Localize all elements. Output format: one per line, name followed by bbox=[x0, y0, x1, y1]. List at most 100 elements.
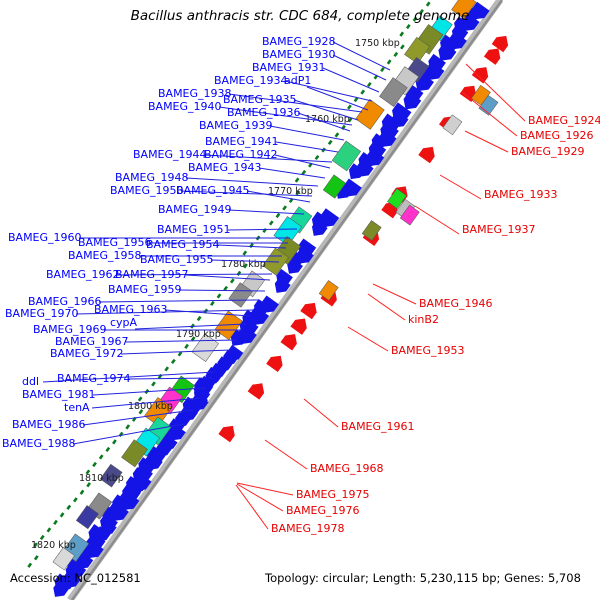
gene-block[interactable] bbox=[75, 505, 99, 530]
gene-product-blocks[interactable] bbox=[52, 0, 499, 571]
gene-label-adp1[interactable]: adP1 bbox=[284, 74, 311, 87]
gene-label-bameg_1941[interactable]: BAMEG_1941 bbox=[205, 135, 279, 148]
gene-block[interactable] bbox=[318, 280, 339, 301]
gene-arrow-reverse[interactable] bbox=[418, 143, 438, 164]
gene-block[interactable] bbox=[478, 94, 499, 116]
gene-label-ddl[interactable]: ddl bbox=[22, 375, 39, 388]
gene-label-bameg_1967[interactable]: BAMEG_1967 bbox=[55, 335, 129, 348]
gene-label-bameg_1974[interactable]: BAMEG_1974 bbox=[57, 372, 131, 385]
gene-label-bameg_1929[interactable]: BAMEG_1929 bbox=[511, 145, 585, 158]
gene-label-bameg_1957[interactable]: BAMEG_1957 bbox=[115, 268, 189, 281]
gene-label-kinb2[interactable]: kinB2 bbox=[408, 313, 439, 326]
gc-tick bbox=[347, 117, 353, 123]
gene-label-tena[interactable]: tenA bbox=[64, 401, 90, 414]
gene-label-bameg_1962[interactable]: BAMEG_1962 bbox=[46, 268, 120, 281]
gene-label-bameg_1939[interactable]: BAMEG_1939 bbox=[199, 119, 273, 132]
gene-label-bameg_1926[interactable]: BAMEG_1926 bbox=[520, 129, 594, 142]
gene-label-bameg_1978[interactable]: BAMEG_1978 bbox=[271, 522, 345, 535]
gene-label-bameg_1955[interactable]: BAMEG_1955 bbox=[140, 253, 214, 266]
gene-label-bameg_1976[interactable]: BAMEG_1976 bbox=[286, 504, 360, 517]
gene-label-bameg_1943[interactable]: BAMEG_1943 bbox=[188, 161, 262, 174]
gene-arrow-forward[interactable] bbox=[283, 258, 303, 278]
gene-label-bameg_1963[interactable]: BAMEG_1963 bbox=[94, 303, 168, 316]
gene-block[interactable] bbox=[404, 36, 431, 65]
gene-label-bameg_1945[interactable]: BAMEG_1945 bbox=[176, 184, 250, 197]
forward-gene-labels[interactable]: BAMEG_1928BAMEG_1930BAMEG_1931BAMEG_1934… bbox=[2, 35, 336, 450]
genome-axis[interactable] bbox=[67, 0, 504, 600]
gene-label-bameg_1946[interactable]: BAMEG_1946 bbox=[419, 297, 493, 310]
gene-arrow-forward[interactable] bbox=[434, 42, 457, 66]
gene-arrow-reverse[interactable] bbox=[266, 352, 286, 373]
gene-label-bameg_1938[interactable]: BAMEG_1938 bbox=[158, 87, 232, 100]
gene-label-bameg_1960[interactable]: BAMEG_1960 bbox=[8, 231, 82, 244]
gene-block[interactable] bbox=[399, 204, 420, 226]
gene-label-bameg_1968[interactable]: BAMEG_1968 bbox=[310, 462, 384, 475]
label-leader-forward-37 bbox=[91, 397, 201, 409]
gene-block[interactable] bbox=[322, 174, 346, 199]
gene-label-bameg_1966[interactable]: BAMEG_1966 bbox=[28, 295, 102, 308]
gene-block[interactable] bbox=[361, 220, 382, 241]
gene-arrow-reverse[interactable] bbox=[290, 314, 310, 335]
gene-label-bameg_1951[interactable]: BAMEG_1951 bbox=[157, 223, 231, 236]
gene-label-bameg_1936[interactable]: BAMEG_1936 bbox=[227, 106, 301, 119]
reverse-gene-labels[interactable]: BAMEG_1924 BAMEG_1926 BAMEG_1929 BAMEG_1933… bbox=[271, 114, 600, 535]
gene-arrow-forward[interactable] bbox=[308, 220, 328, 240]
gene-label-cypa[interactable]: cypA bbox=[110, 316, 138, 329]
gene-arrow-reverse[interactable] bbox=[247, 379, 268, 400]
gene-label-bameg_1988[interactable]: BAMEG_1988 bbox=[2, 437, 76, 450]
gene-arrow-reverse[interactable] bbox=[218, 422, 238, 443]
gene-block[interactable] bbox=[379, 77, 408, 107]
gene-label-bameg_1944[interactable]: BAMEG_1944 bbox=[133, 148, 207, 161]
gene-arrow-reverse[interactable] bbox=[300, 299, 320, 320]
gene-label-bameg_1940[interactable]: BAMEG_1940 bbox=[148, 100, 222, 113]
gene-label-bameg_1961[interactable]: BAMEG_1961 bbox=[341, 420, 415, 433]
gene-block[interactable] bbox=[99, 463, 123, 488]
gene-block[interactable] bbox=[144, 397, 173, 427]
gene-block[interactable] bbox=[387, 188, 407, 209]
gene-block[interactable] bbox=[355, 99, 385, 130]
gene-label-bameg_1933[interactable]: BAMEG_1933 bbox=[484, 188, 558, 201]
gene-label-bameg_1937[interactable]: BAMEG_1937 bbox=[462, 223, 536, 236]
gene-arrow-forward[interactable] bbox=[345, 163, 365, 183]
gene-arrow-reverse[interactable] bbox=[491, 32, 512, 53]
label-leader-forward-34 bbox=[42, 371, 216, 383]
gene-block[interactable] bbox=[52, 547, 75, 571]
gene-label-bameg_1942[interactable]: BAMEG_1942 bbox=[204, 148, 278, 161]
gene-label-bameg_1956[interactable]: BAMEG_1956 bbox=[78, 236, 152, 249]
gene-label-bameg_1959[interactable]: BAMEG_1959 bbox=[108, 283, 182, 296]
gene-block[interactable] bbox=[331, 140, 362, 172]
gene-label-bameg_1986[interactable]: BAMEG_1986 bbox=[12, 418, 86, 431]
gene-arrow-forward[interactable] bbox=[271, 276, 291, 297]
gene-label-bameg_1928[interactable]: BAMEG_1928 bbox=[262, 35, 336, 48]
gene-label-bameg_1935[interactable]: BAMEG_1935 bbox=[223, 93, 297, 106]
gene-label-bameg_1931[interactable]: BAMEG_1931 bbox=[252, 61, 326, 74]
gene-label-bameg_1972[interactable]: BAMEG_1972 bbox=[50, 347, 124, 360]
gene-label-bameg_1958[interactable]: BAMEG_1958 bbox=[68, 249, 142, 262]
gene-label-bameg_1950[interactable]: BAMEG_1950 bbox=[110, 184, 184, 197]
gene-label-bameg_1934[interactable]: BAMEG_1934 bbox=[214, 74, 288, 87]
gene-label-bameg_1981[interactable]: BAMEG_1981 bbox=[22, 388, 96, 401]
gene-label-bameg_1930[interactable]: BAMEG_1930 bbox=[262, 48, 336, 61]
gene-label-bameg_1975[interactable]: BAMEG_1975 bbox=[296, 488, 370, 501]
gene-label-bameg_1948[interactable]: BAMEG_1948 bbox=[115, 171, 189, 184]
gene-block[interactable] bbox=[442, 114, 463, 136]
gene-block[interactable] bbox=[121, 439, 148, 468]
gene-label-bameg_1949[interactable]: BAMEG_1949 bbox=[158, 203, 232, 216]
gene-arrow-forward[interactable] bbox=[227, 328, 248, 350]
gene-arrow-reverse[interactable] bbox=[471, 63, 492, 84]
gene-block[interactable] bbox=[451, 0, 477, 20]
gene-label-bameg_1969[interactable]: BAMEG_1969 bbox=[33, 323, 107, 336]
gene-arrow-reverse[interactable] bbox=[483, 44, 504, 65]
gene-label-bameg_1954[interactable]: BAMEG_1954 bbox=[146, 238, 220, 251]
gene-arrow-forward[interactable] bbox=[399, 91, 422, 114]
gene-label-bameg_1924[interactable]: BAMEG_1924 bbox=[528, 114, 600, 127]
gene-arrow-reverse[interactable] bbox=[280, 330, 301, 351]
gc-tick bbox=[85, 469, 91, 475]
axis-tick-label-2: 1770 kbp bbox=[268, 186, 313, 197]
gene-label-bameg_1953[interactable]: BAMEG_1953 bbox=[391, 344, 465, 357]
label-leader-forward-21 bbox=[216, 244, 287, 249]
gene-label-bameg_1970[interactable]: BAMEG_1970 bbox=[5, 307, 79, 320]
gene-arrow-forward[interactable] bbox=[50, 581, 69, 600]
